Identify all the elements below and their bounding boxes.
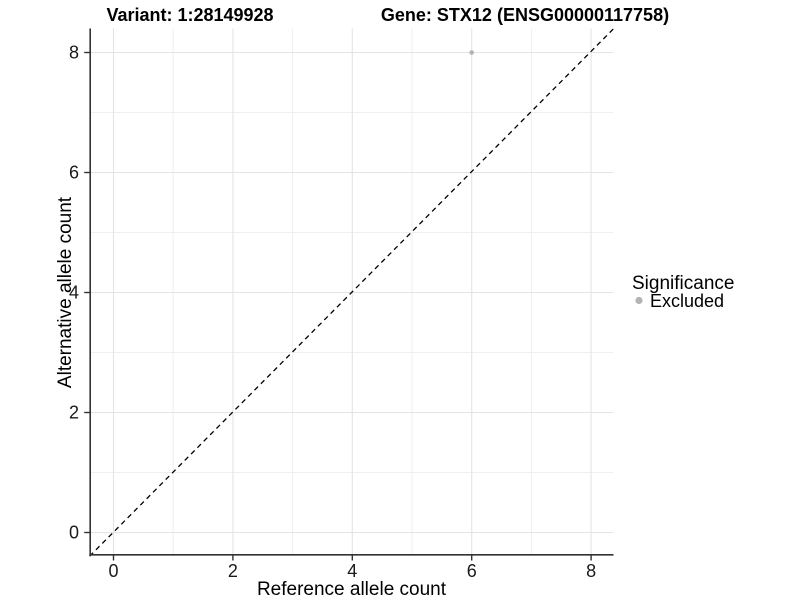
y-tick-6: 6 — [69, 163, 79, 183]
y-tick-2: 2 — [69, 403, 79, 423]
y-axis-title: Alternative allele count — [55, 196, 76, 388]
x-tick-8: 8 — [586, 561, 596, 581]
legend-label-excluded: Excluded — [650, 291, 724, 311]
gene-title: Gene: STX12 (ENSG00000117758) — [381, 5, 669, 25]
legend-title: Significance — [632, 273, 734, 294]
y-tick-8: 8 — [69, 43, 79, 63]
y-axis-ticks — [84, 51, 91, 534]
y-major-gridlines — [89, 51, 614, 534]
identity-dashed-line — [89, 28, 614, 557]
x-tick-0: 0 — [108, 561, 118, 581]
y-tick-0: 0 — [69, 523, 79, 543]
y-tick-4: 4 — [69, 283, 79, 303]
y-minor-gridlines — [89, 112, 614, 473]
legend-key-excluded-icon — [635, 296, 643, 305]
x-tick-2: 2 — [228, 561, 238, 581]
x-tick-6: 6 — [467, 561, 477, 581]
legend: Significance Excluded — [632, 273, 734, 311]
x-tick-labels: 0 2 4 6 8 — [108, 561, 596, 581]
x-axis-ticks — [112, 554, 592, 561]
y-tick-labels: 0 2 4 6 8 — [69, 43, 79, 543]
x-minor-gridlines — [172, 28, 532, 555]
x-tick-4: 4 — [347, 561, 357, 581]
data-point-excluded — [469, 50, 475, 55]
variant-title: Variant: 1:28149928 — [106, 5, 273, 25]
x-axis-title: Reference allele count — [257, 579, 447, 600]
